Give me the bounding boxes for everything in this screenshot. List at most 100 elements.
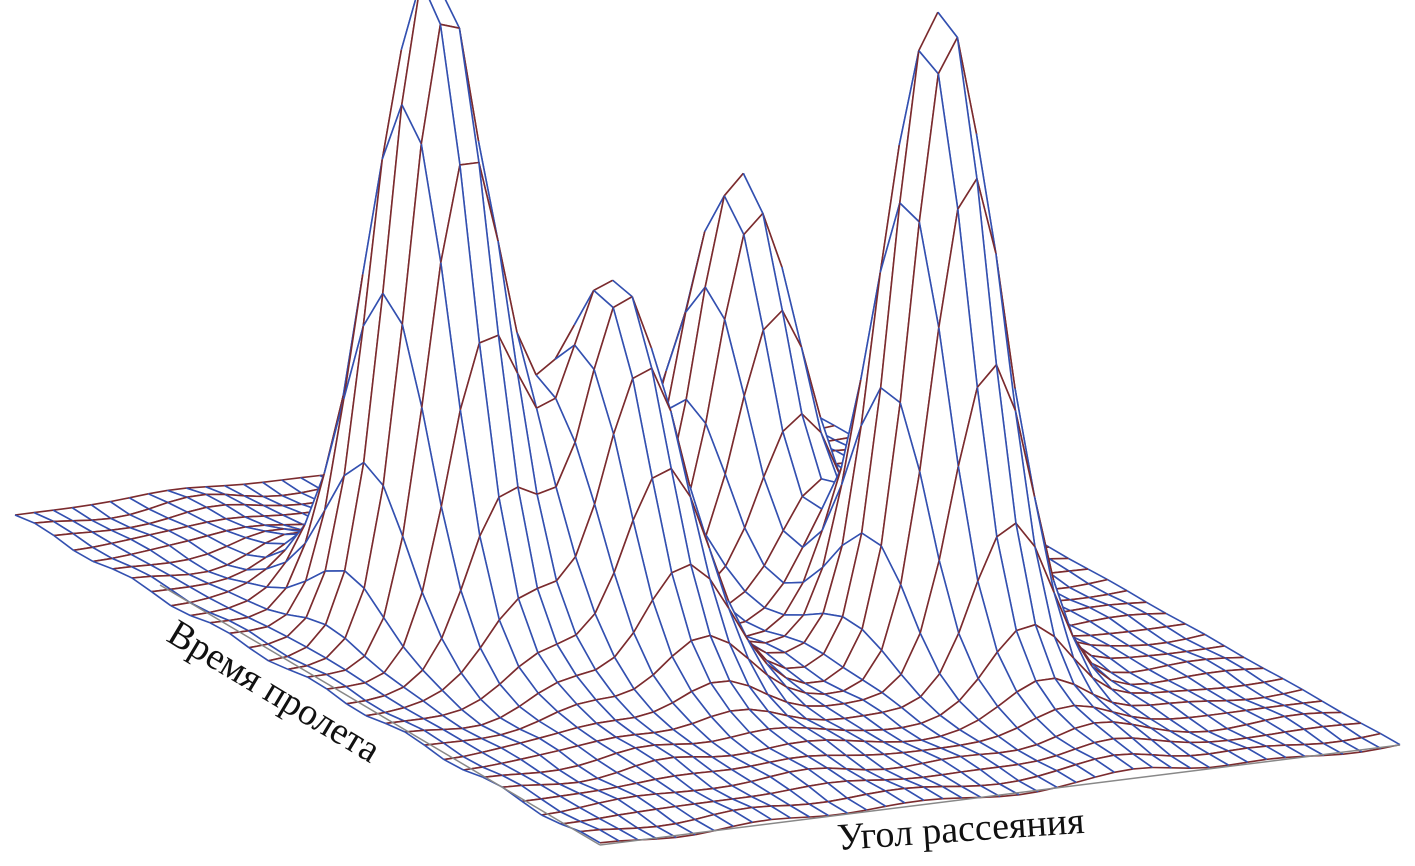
mesh-line	[72, 520, 93, 533]
mesh-line	[150, 574, 171, 578]
mesh-line	[516, 332, 538, 409]
mesh-cell	[536, 345, 575, 399]
mesh-line	[957, 632, 979, 680]
mesh-cell	[263, 505, 303, 516]
mesh-line	[282, 503, 302, 507]
mesh-line	[631, 296, 653, 369]
mesh-line	[208, 582, 229, 593]
mesh-line	[281, 479, 302, 494]
mesh-line	[900, 673, 922, 698]
mesh-line	[861, 532, 882, 547]
mesh-line	[1070, 606, 1090, 612]
mesh-line	[1170, 740, 1190, 744]
mesh-line	[284, 524, 306, 551]
mesh-line	[91, 531, 113, 545]
mesh-line	[205, 484, 225, 488]
mesh-line	[958, 700, 980, 721]
mesh-line	[1053, 592, 1074, 638]
mesh-line	[1129, 655, 1149, 659]
mesh-cell	[1147, 642, 1187, 654]
mesh-cell	[1187, 689, 1227, 702]
mesh-cell	[1131, 705, 1170, 720]
mesh-cell	[1244, 668, 1283, 683]
mesh-cell	[1247, 746, 1286, 760]
mesh-line	[747, 639, 769, 676]
mesh-line	[822, 616, 844, 655]
mesh-line	[1089, 606, 1110, 619]
mesh-line	[1034, 624, 1055, 638]
mesh-cell	[1130, 693, 1170, 706]
mesh-line	[147, 493, 169, 504]
mesh-line	[1303, 712, 1323, 715]
mesh-cell	[1090, 633, 1129, 646]
mesh-line	[881, 673, 902, 694]
mesh-line	[262, 479, 282, 484]
mesh-line	[1150, 727, 1171, 732]
mesh-line	[1048, 546, 1069, 560]
mesh-line	[1112, 721, 1133, 739]
mesh-line	[168, 544, 190, 561]
mesh-cell	[979, 736, 1018, 753]
mesh-cell	[1167, 661, 1207, 677]
mesh-line	[428, 0, 442, 25]
mesh-line	[224, 484, 245, 497]
mesh-cell	[1208, 740, 1248, 751]
mesh-line	[170, 573, 190, 577]
mesh-line	[1053, 592, 1075, 659]
mesh-line	[1055, 704, 1075, 711]
mesh-line	[978, 705, 999, 721]
mesh-line	[1322, 724, 1343, 728]
mesh-line	[1205, 648, 1226, 659]
mesh-line	[977, 536, 998, 582]
mesh-line	[1036, 754, 1057, 762]
mesh-cell	[171, 602, 210, 616]
mesh-line	[305, 617, 326, 626]
mesh-line	[1151, 754, 1172, 769]
mesh-line	[998, 749, 1018, 754]
mesh-line	[919, 632, 941, 675]
mesh-line	[1114, 768, 1134, 774]
mesh-line	[1245, 698, 1266, 709]
mesh-line	[247, 581, 267, 588]
mesh-cell	[1071, 635, 1110, 646]
mesh-line	[246, 553, 266, 559]
mesh-line	[843, 699, 864, 705]
mesh-line	[863, 729, 884, 743]
mesh-line	[1246, 737, 1267, 747]
mesh-line	[819, 417, 841, 476]
mesh-line	[805, 692, 825, 695]
mesh-line	[1188, 714, 1208, 719]
mesh-line	[1069, 599, 1090, 609]
mesh-cell	[880, 50, 919, 273]
mesh-line	[1130, 682, 1150, 686]
mesh-line	[263, 514, 284, 517]
mesh-line	[1146, 613, 1167, 628]
mesh-line	[53, 532, 74, 537]
mesh-line	[263, 504, 284, 516]
mesh-line	[728, 608, 749, 641]
mesh-line	[1283, 704, 1304, 715]
mesh-line	[860, 272, 882, 380]
mesh-line	[205, 486, 226, 496]
mesh-line	[1284, 744, 1306, 757]
mesh-line	[825, 717, 845, 721]
mesh-line	[244, 504, 265, 517]
mesh-cell	[1322, 724, 1362, 742]
mesh-line	[206, 521, 227, 532]
mesh-line	[227, 577, 248, 584]
mesh-line	[1189, 755, 1210, 769]
mesh-cell	[1128, 629, 1167, 645]
mesh-line	[1036, 744, 1057, 757]
mesh-line	[150, 564, 171, 577]
mesh-line	[244, 516, 265, 526]
mesh-line	[188, 553, 208, 561]
mesh-line	[91, 519, 112, 531]
mesh-cell	[938, 209, 978, 467]
mesh-line	[1302, 688, 1323, 702]
mesh-line	[1204, 633, 1225, 647]
mesh-line	[918, 73, 940, 223]
mesh-line	[1205, 672, 1227, 689]
mesh-line	[190, 614, 211, 624]
mesh-line	[1167, 679, 1189, 692]
mesh-line	[1323, 753, 1343, 757]
